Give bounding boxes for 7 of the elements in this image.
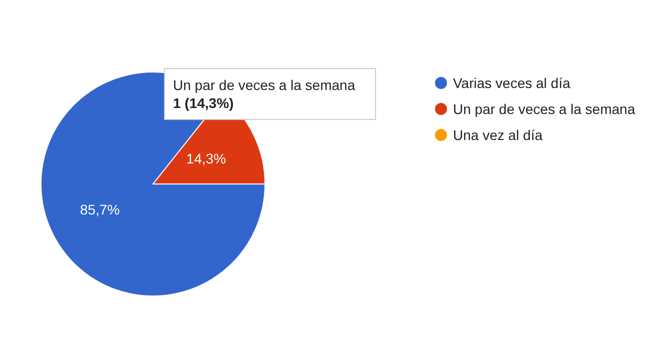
data-label: 14,3% (186, 150, 226, 166)
text: Un par de veces a la semana (173, 76, 356, 94)
legend-label: Una vez al día (453, 127, 543, 143)
data-label: 85,7% (80, 202, 120, 218)
legend-label: Varias veces al día (453, 75, 570, 91)
legend-label: Un par de veces a la semana (453, 101, 636, 117)
text: 1 (14,3%) (173, 94, 235, 112)
